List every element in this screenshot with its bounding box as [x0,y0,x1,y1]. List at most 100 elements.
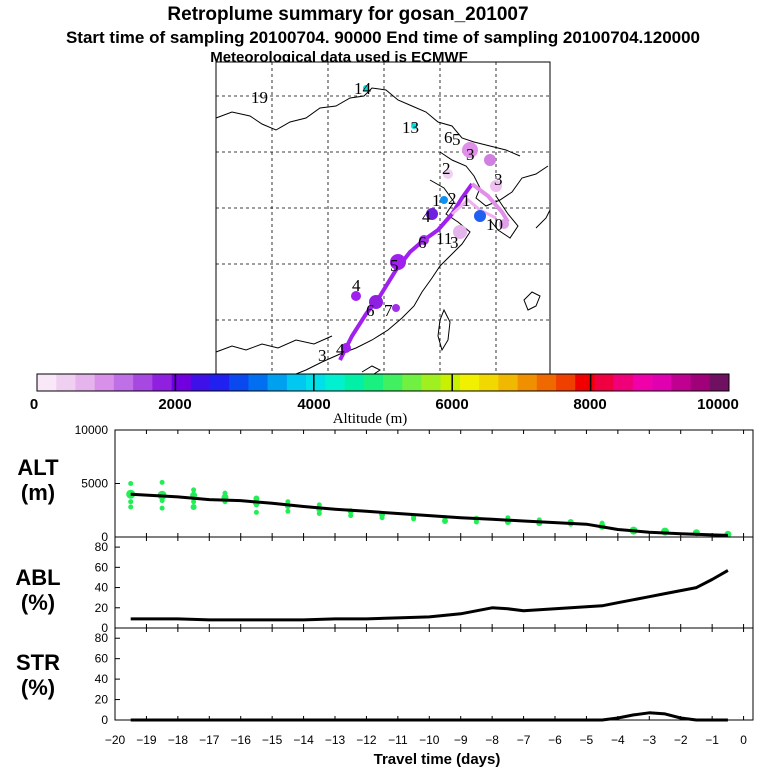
colorbar-tick: 8000 [573,396,606,413]
day-label: 19 [251,88,268,107]
trajectory-map: 19 14 13 6 5 3 2 1 1 3 2 10 11 3 4 6 4 5… [215,61,551,375]
colorbar-swatch [479,374,499,391]
scatter-point [411,516,417,522]
day-label: 3 [494,170,503,189]
colorbar-swatch [363,374,384,391]
colorbar-swatch [325,374,345,391]
x-tick-labels: −20 −19 −18 −17 −16 −15 −14 −13 −12 −11 −10 −9 −8 −7−… [105,733,747,747]
panel-labels: ALT (m) ABL (%) STR (%) [15,455,60,700]
trajectory-day-labels: 19 14 13 6 5 3 2 1 1 3 2 10 11 3 4 6 4 5… [251,79,503,365]
scatter-point [128,504,134,510]
colorbar-swatch [671,374,691,391]
scatter-point [128,499,134,505]
y-tick-label: 0 [101,621,108,635]
altitude-colorbar [36,373,730,392]
colorbar-swatch [37,374,57,391]
scatter-point [379,515,385,521]
y-tick-label: 60 [95,652,109,666]
y-tick-label: 60 [95,560,109,574]
colorbar-frame [36,373,730,392]
panel-abl: 0 20 40 60 80 [95,536,754,635]
colorbar-swatch [632,374,653,391]
x-tick-label: −2 [674,733,688,747]
colorbar-swatch [594,374,614,391]
scatter-point [316,511,322,516]
colorbar-swatch [133,374,153,391]
x-tick-label: −10 [419,733,440,747]
colorbar-swatch [56,374,76,391]
panel-alt: 0 5000 10000 [75,423,754,544]
scatter-point [159,479,165,485]
y-tick-label: 20 [95,601,109,615]
day-label: 2 [442,159,451,178]
colorbar-swatch [113,374,134,391]
alt-panel-label: ALT [17,455,59,480]
day-label: 5 [452,130,461,149]
scatter-point [253,509,259,515]
colorbar-swatch [517,374,538,391]
x-tick-label: −12 [356,733,377,747]
day-label: 5 [390,256,399,275]
series-line [130,569,729,622]
x-tick-label: −17 [199,733,220,747]
colorbar-swatch [210,374,230,391]
y-tick-label: 80 [95,540,109,554]
colorbar-swatch [421,374,441,391]
scatter-point [191,499,197,505]
x-tick-label: −16 [231,733,252,747]
colorbar-swatch [344,374,365,391]
x-tick-label: −4 [611,733,625,747]
scatter-point [285,508,291,514]
y-tick-label: 80 [95,631,109,645]
panel-str: 0 20 40 60 80 [95,627,754,727]
x-tick-label: −19 [136,733,157,747]
colorbar-swatch [248,374,268,391]
colorbar-swatch [440,374,461,391]
scatter-point [222,490,228,496]
series-line [130,492,728,537]
y-tick-label: 10000 [75,423,109,437]
y-tick-label: 20 [95,693,109,707]
day-label: 4 [422,207,431,226]
day-label: 3 [466,145,475,164]
scatter-point [348,513,354,519]
day-label: 3 [450,233,459,252]
x-tick-label: −14 [293,733,314,747]
colorbar-tick: 0 [30,396,38,413]
trajectory-paths [338,182,510,361]
x-tick-label: 0 [740,733,747,747]
x-tick-label: −6 [548,733,562,747]
colorbar-swatch [286,374,307,391]
colorbar-swatch [613,374,634,391]
x-tick-label: −13 [325,733,346,747]
abl-panel-unit: (%) [21,590,55,615]
abl-panel-label: ABL [15,565,60,590]
x-tick-label: −15 [262,733,283,747]
colorbar-swatch [190,374,211,391]
x-tick-label: −1 [705,733,719,747]
x-tick-label: −11 [388,733,408,747]
day-label: 14 [354,79,372,98]
y-tick-label: 0 [101,713,108,727]
x-tick-label: −3 [642,733,656,747]
y-tick-label: 40 [95,672,109,686]
day-label: 4 [352,276,361,295]
y-tick-label: 5000 [81,477,108,491]
colorbar-swatch [94,374,115,391]
scatter-point [285,499,291,505]
colorbar-tick: 2000 [158,396,191,413]
x-tick-label: −18 [168,733,189,747]
colorbar-swatch [709,374,730,391]
scatter-point [599,520,605,526]
scatter-point [159,498,165,504]
x-tick-label: −8 [485,733,499,747]
day-label: 6 [444,128,453,147]
day-label: 2 [448,189,457,208]
trajectory-markers [341,85,509,353]
scatter-point [128,481,134,486]
scatter-point [159,505,165,511]
colorbar-swatch [498,374,518,391]
colorbar-tick: 4000 [297,396,330,413]
colorbar-swatch [459,374,480,391]
